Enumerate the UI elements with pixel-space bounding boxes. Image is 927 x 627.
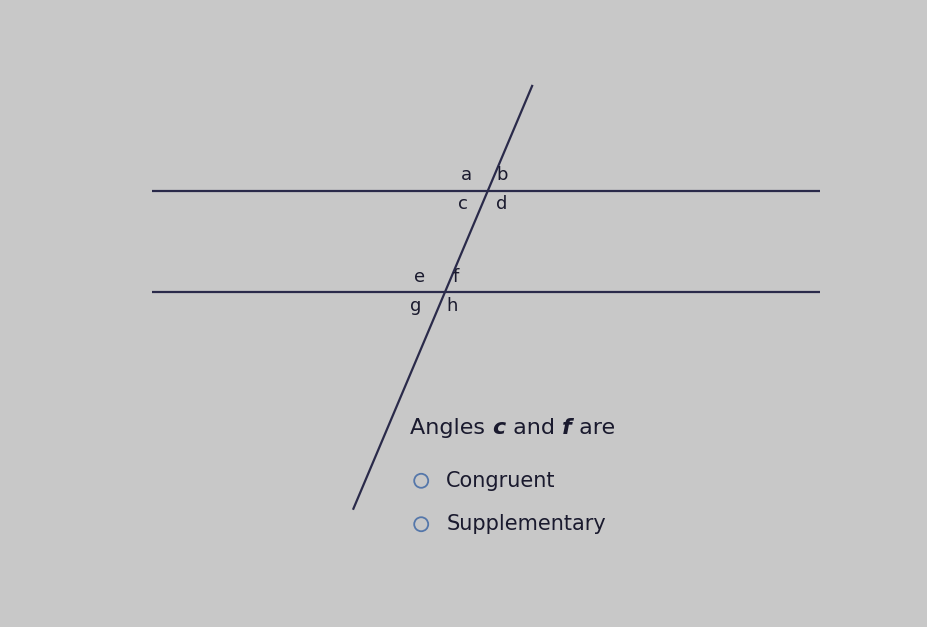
- Text: d: d: [496, 196, 508, 213]
- Text: Angles: Angles: [411, 418, 492, 438]
- Text: are: are: [572, 418, 615, 438]
- Text: h: h: [446, 297, 458, 315]
- Text: g: g: [411, 297, 422, 315]
- Text: b: b: [496, 166, 508, 184]
- Text: a: a: [461, 166, 472, 184]
- Text: f: f: [452, 268, 459, 286]
- Text: c: c: [492, 418, 506, 438]
- Text: f: f: [562, 418, 572, 438]
- Text: Congruent: Congruent: [447, 471, 556, 491]
- Text: e: e: [414, 268, 425, 286]
- Text: and: and: [506, 418, 562, 438]
- Text: Supplementary: Supplementary: [447, 514, 606, 534]
- Text: c: c: [458, 196, 467, 213]
